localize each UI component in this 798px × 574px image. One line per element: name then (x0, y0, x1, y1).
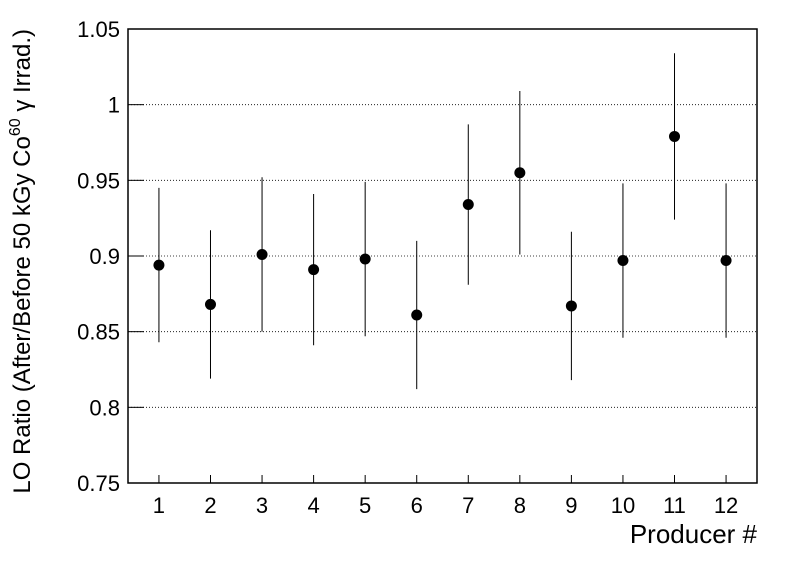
data-point (256, 248, 268, 260)
x-tick-label: 3 (256, 493, 268, 518)
y-tick-label: 0.9 (89, 244, 120, 269)
y-tick-label: 0.8 (89, 395, 120, 420)
x-tick-label: 4 (307, 493, 319, 518)
y-axis-label-main: LO Ratio (After/Before 50 kGy Co (9, 136, 36, 493)
y-tick-label: 1.05 (77, 17, 120, 42)
x-tick-label: 2 (204, 493, 216, 518)
y-tick-label: 0.75 (77, 471, 120, 496)
y-tick-label: 0.95 (77, 168, 120, 193)
x-tick-label: 12 (714, 493, 738, 518)
y-axis-label: LO Ratio (After/Before 50 kGy Co60 γ Irr… (7, 29, 36, 494)
data-point (720, 255, 732, 267)
x-axis-label: Producer # (630, 519, 758, 549)
data-point (669, 130, 681, 142)
x-tick-label: 1 (153, 493, 165, 518)
data-point (565, 300, 577, 312)
data-point (308, 264, 320, 276)
data-point (514, 167, 526, 179)
data-point (411, 309, 423, 321)
x-tick-label: 11 (663, 493, 686, 518)
y-axis-label-end: γ Irrad.) (9, 29, 36, 118)
x-tick-label: 5 (359, 493, 371, 518)
y-axis-label-sup: 60 (7, 118, 24, 136)
data-point (462, 199, 474, 211)
data-point (204, 298, 216, 310)
x-tick-label: 10 (611, 493, 635, 518)
x-tick-label: 7 (462, 493, 474, 518)
x-tick-label: 9 (565, 493, 577, 518)
data-point (153, 259, 165, 271)
x-tick-label: 8 (514, 493, 526, 518)
x-tick-label: 6 (411, 493, 423, 518)
data-point (359, 253, 371, 265)
y-tick-label: 0.85 (77, 320, 120, 345)
y-tick-label: 1 (108, 93, 120, 118)
data-point (617, 255, 629, 267)
